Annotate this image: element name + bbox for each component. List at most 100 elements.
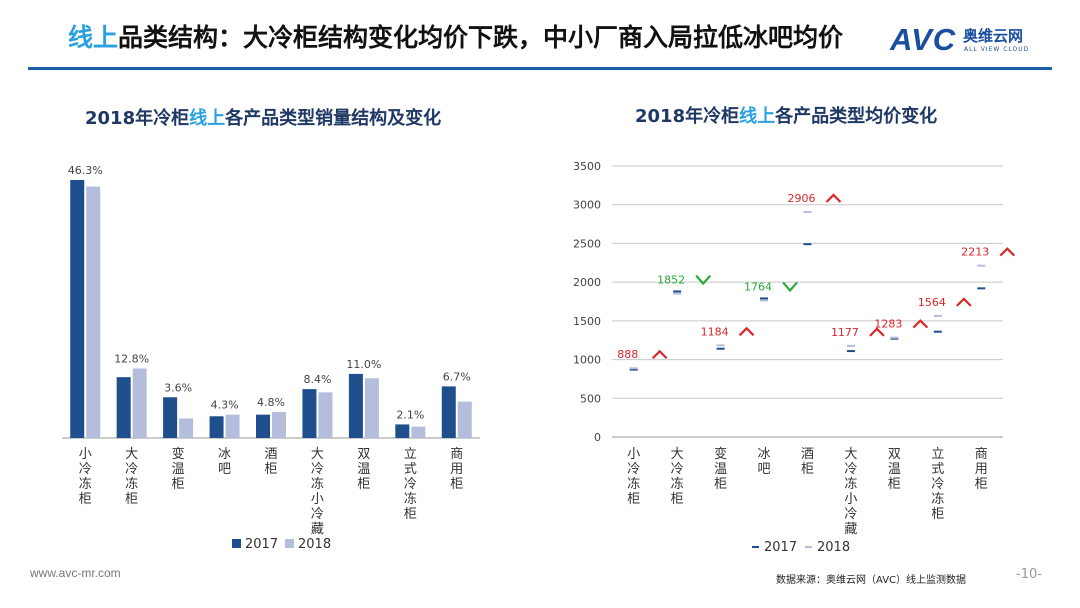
bar-data-label: 46.3% — [68, 164, 103, 177]
bar-category-label: 吧 — [218, 462, 231, 477]
price-category-label: 冷 — [931, 477, 944, 492]
bar-2018 — [179, 418, 194, 438]
bar-2017 — [348, 373, 363, 438]
price-data-label: 1852 — [657, 274, 685, 287]
price-up-arrow-icon — [912, 319, 929, 329]
bar-category-label: 温 — [172, 462, 185, 477]
bar-2017 — [116, 377, 131, 438]
bar-category-label: 冷 — [404, 477, 417, 492]
bar-category-label: 变 — [172, 446, 185, 462]
bar-2018 — [272, 411, 286, 438]
price-category-label: 冷 — [671, 462, 684, 477]
bar-category-label: 柜 — [357, 477, 370, 492]
bar-category-label: 冻 — [311, 476, 324, 492]
bar-category-label: 冻 — [125, 476, 138, 492]
bar-category-label: 冻 — [404, 491, 417, 507]
bar-2018 — [364, 378, 379, 438]
price-category-label: 小 — [627, 447, 640, 462]
bar-data-label: 4.8% — [257, 396, 285, 409]
price-up-arrow-icon — [651, 349, 668, 360]
price-category-label: 冷 — [844, 462, 857, 477]
price-y-tick: 0 — [594, 431, 601, 444]
price-chart-title-part3: 各产品类型均价变化 — [775, 106, 938, 127]
price-up-arrow-icon — [999, 247, 1016, 257]
price-category-label: 温 — [714, 462, 727, 477]
bar-2018 — [457, 401, 472, 438]
price-data-label: 1564 — [918, 296, 946, 309]
price-category-label: 冻 — [931, 491, 944, 507]
price-category-label: 柜 — [931, 507, 944, 522]
bar-data-label: 6.7% — [443, 370, 471, 383]
legend-label-2018: 2018 — [298, 537, 331, 552]
price-chart-title-part2: 线上 — [739, 106, 776, 127]
bar-category-label: 立 — [404, 447, 417, 462]
price-data-label: 2213 — [961, 246, 989, 259]
bar-2017 — [163, 397, 178, 438]
bar-category-label: 温 — [357, 462, 370, 477]
bar-category-label: 用 — [450, 462, 463, 477]
price-category-label: 式 — [931, 462, 944, 477]
bar-2017 — [209, 416, 224, 438]
bar-category-label: 大 — [311, 447, 324, 462]
price-category-label: 冻 — [671, 476, 684, 492]
bar-category-label: 柜 — [404, 507, 417, 522]
bar-category-label: 酒 — [264, 447, 277, 462]
price-category-label: 柜 — [627, 492, 640, 507]
price-category-label: 冻 — [627, 476, 640, 492]
price-data-label: 1184 — [701, 325, 729, 338]
bar-category-label: 柜 — [79, 492, 92, 507]
price-y-tick: 2000 — [573, 276, 601, 289]
price-category-label: 大 — [671, 447, 684, 462]
price-category-label: 商 — [975, 447, 988, 462]
bar-2018 — [132, 368, 147, 438]
price-up-arrow-icon — [738, 326, 755, 337]
avc-logo: AVC 奥维云网 ALL VIEW CLOUD — [890, 22, 1060, 62]
bar-data-label: 12.8% — [114, 352, 149, 365]
price-category-label: 吧 — [758, 462, 771, 477]
bar-category-label: 冻 — [79, 476, 92, 492]
bar-2017 — [441, 386, 456, 438]
price-category-label: 冻 — [844, 476, 857, 492]
bar-2018 — [86, 186, 101, 438]
price-category-label: 大 — [844, 447, 857, 462]
page-title: 线上品类结构：大冷柜结构变化均价下跌，中小厂商入局拉低冰吧均价 — [68, 22, 888, 53]
bar-data-label: 11.0% — [346, 358, 381, 371]
bar-chart-title-part3: 各产品类型销量结构及变化 — [225, 108, 442, 129]
price-y-tick: 1500 — [573, 315, 601, 328]
legend-label-2017: 2017 — [245, 537, 278, 552]
price-up-arrow-icon — [869, 327, 885, 337]
price-chart-title: 2018年冷柜线上各产品类型均价变化 — [635, 102, 937, 128]
price-category-label: 冷 — [627, 462, 640, 477]
price-category-label: 冷 — [844, 507, 857, 522]
price-down-arrow-icon — [782, 281, 798, 293]
legend-swatch-2018 — [285, 539, 294, 548]
price-category-label: 变 — [714, 446, 727, 462]
price-category-label: 柜 — [801, 462, 814, 477]
price-y-tick: 1000 — [573, 354, 601, 367]
price-y-tick: 2500 — [573, 237, 601, 250]
price-up-arrow-icon — [825, 193, 842, 203]
price-legend-label-2017: 2017 — [764, 540, 797, 555]
price-category-label: 藏 — [844, 522, 857, 537]
bar-category-label: 柜 — [125, 492, 138, 507]
price-y-tick: 500 — [580, 392, 601, 405]
bar-2017 — [256, 414, 270, 438]
footer-url: www.avc-mr.com — [30, 566, 121, 580]
bar-chart-title: 2018年冷柜线上各产品类型销量结构及变化 — [85, 104, 441, 130]
bar-category-label: 藏 — [311, 522, 324, 537]
data-source: 数据来源：奥维云网（AVC）线上监测数据 — [776, 575, 967, 586]
legend-swatch-2017 — [232, 539, 241, 548]
bar-category-label: 冷 — [125, 462, 138, 477]
price-data-label: 2906 — [788, 192, 816, 205]
price-category-label: 冰 — [758, 447, 771, 462]
bar-category-label: 冷 — [311, 462, 324, 477]
bar-2018 — [411, 426, 426, 438]
bar-category-label: 冷 — [311, 507, 324, 522]
price-chart-title-part1: 2018年冷柜 — [635, 106, 740, 127]
page-title-highlight: 线上 — [68, 23, 119, 52]
bar-data-label: 4.3% — [211, 399, 239, 412]
page-number: -10- — [1016, 567, 1042, 582]
logo-cn-name: 奥维云网 — [963, 27, 1024, 45]
